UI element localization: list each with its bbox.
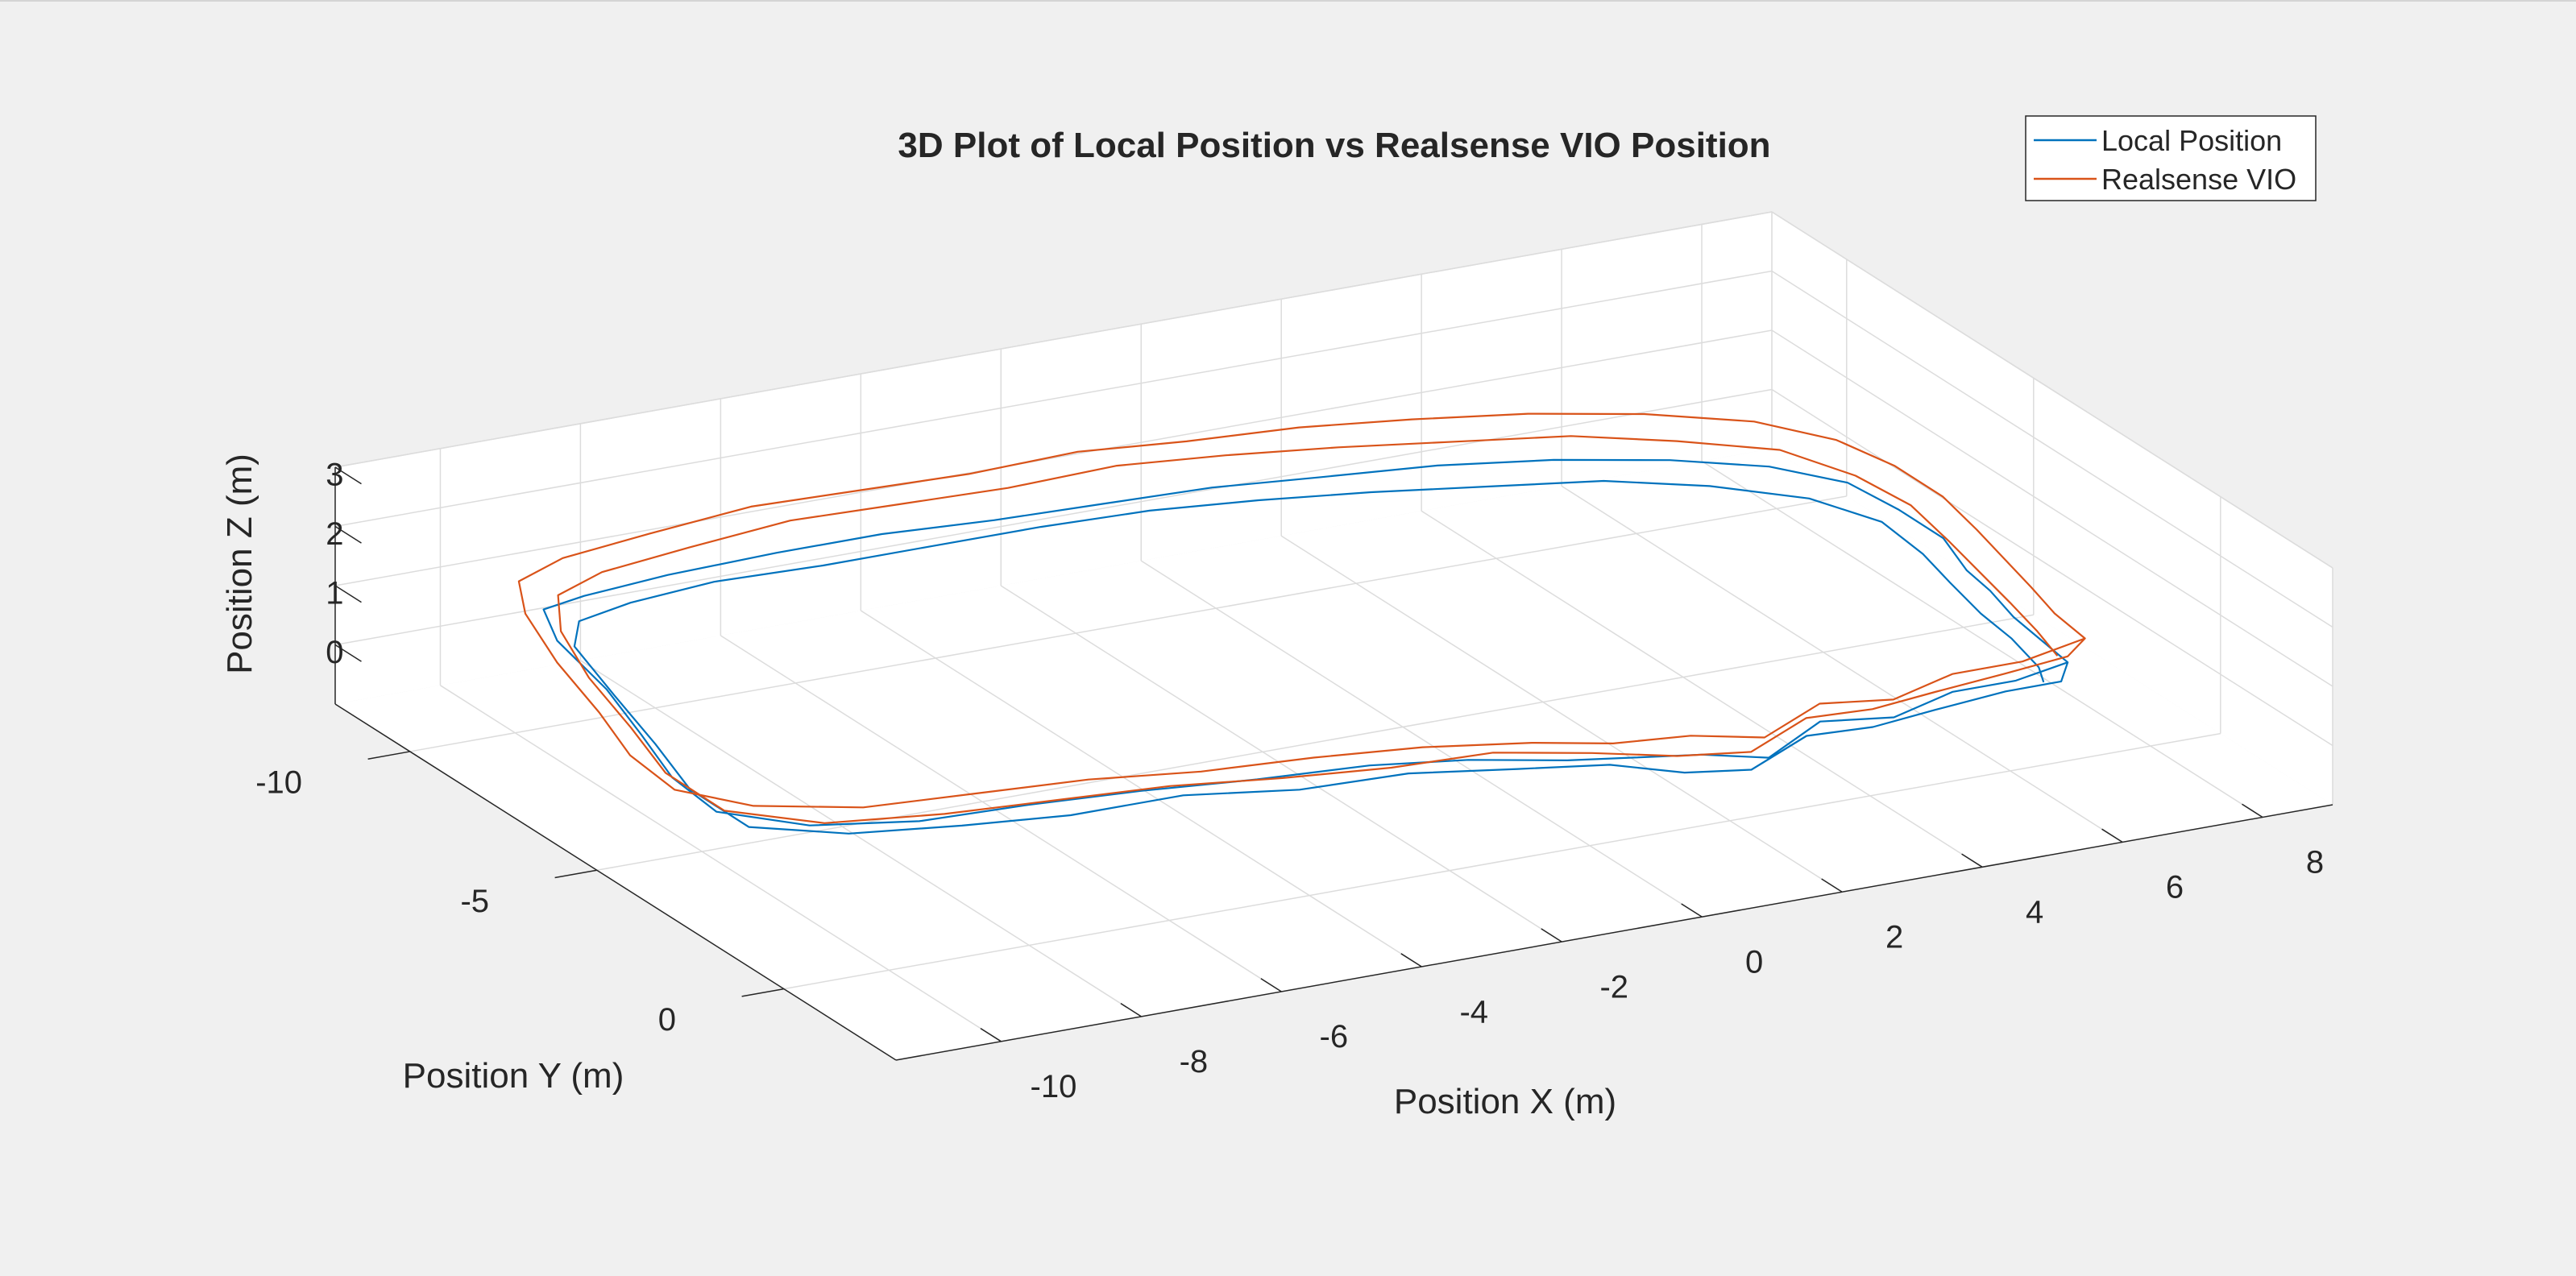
y-axis-line (334, 703, 897, 1061)
series-layer (517, 412, 2086, 835)
x-tick-label: 2 (1885, 919, 1903, 955)
window-top-rule (0, 0, 2576, 2)
grid-line-z (1771, 388, 2333, 747)
grid-line-x (1140, 560, 1703, 918)
grid-line-x (1561, 485, 2123, 843)
x-tick-label: -2 (1599, 969, 1628, 1005)
y-axis-label: Position Y (m) (403, 1056, 624, 1096)
x-tick-mark (1120, 1003, 1142, 1017)
x-tick-mark (1541, 928, 1562, 942)
grid-line-y (596, 614, 2034, 872)
z-tick-label: 2 (326, 516, 343, 552)
grid-line-z (1771, 270, 2333, 628)
z-tick-mark (334, 644, 362, 662)
x-axis-line (895, 804, 2333, 1061)
y-tick-mark (367, 751, 410, 760)
x-tick-mark (1260, 978, 1282, 992)
grid-line-x (580, 660, 1142, 1017)
x-tick-mark (1400, 953, 1422, 967)
y-tick-label: -10 (255, 765, 302, 801)
pane-edge (1771, 211, 2333, 569)
grid-line-z (334, 329, 1773, 586)
x-tick-mark (980, 1027, 1002, 1042)
grid-line-y (409, 495, 1847, 752)
grid-line-x (860, 610, 1422, 967)
grid-line-x (440, 685, 1002, 1042)
legend-label-realsense-vio: Realsense VIO (2101, 163, 2296, 196)
grid-line-x (720, 635, 1282, 992)
x-tick-mark (2242, 803, 2263, 818)
grid-line-z (334, 388, 1773, 646)
x-axis-label: Position X (m) (1394, 1082, 1616, 1121)
x-tick-mark (1681, 903, 1703, 918)
grid-line-x (1421, 510, 1983, 868)
y-tick-mark (554, 869, 597, 879)
z-tick-label: 1 (326, 576, 343, 611)
z-tick-mark (334, 466, 362, 485)
grid-line-z (1771, 329, 2333, 687)
z-tick-label: 0 (326, 635, 343, 670)
x-tick-mark (1821, 878, 1843, 893)
x-tick-label: 8 (2306, 845, 2324, 880)
grid-line-z (334, 270, 1773, 528)
y-tick-label: 0 (658, 1002, 676, 1038)
x-tick-mark (2101, 828, 2123, 843)
series-line-realsense-vio (517, 412, 2086, 824)
x-tick-label: 0 (1745, 944, 1763, 980)
x-tick-label: -10 (1031, 1069, 1077, 1104)
x-tick-label: 6 (2166, 870, 2184, 905)
z-tick-mark (334, 525, 362, 544)
chart-title: 3D Plot of Local Position vs Realsense V… (898, 126, 1770, 165)
legend-box (2025, 115, 2317, 201)
grid-line-x (1701, 460, 2263, 818)
floor-pane (335, 449, 2333, 1060)
x-tick-label: -8 (1180, 1044, 1209, 1079)
x-tick-mark (1961, 853, 1983, 868)
y-tick-label: -5 (460, 884, 489, 919)
z-tick-mark (334, 585, 362, 603)
axis-ticks: 8 6 4 2 0 -2 -4 -6 -8 -10 -10 -5 0 0 1 2 3 (255, 458, 2324, 1104)
grid-lines (334, 211, 2333, 1042)
legend: Local Position Realsense VIO (2025, 115, 2317, 201)
grid-line-y (783, 732, 2221, 990)
grid-line-x (1280, 535, 1843, 893)
grid-line-x (1000, 585, 1562, 942)
z-tick-label: 3 (326, 458, 343, 493)
axes-panes (335, 212, 2333, 1060)
x-tick-label: -4 (1459, 994, 1488, 1030)
legend-label-local-position: Local Position (2101, 124, 2282, 157)
pane-edge (334, 211, 1773, 468)
x-tick-label: 4 (2026, 895, 2043, 930)
x-tick-label: -6 (1320, 1019, 1349, 1054)
y-tick-mark (741, 988, 784, 997)
z-axis-label: Position Z (m) (220, 454, 259, 674)
